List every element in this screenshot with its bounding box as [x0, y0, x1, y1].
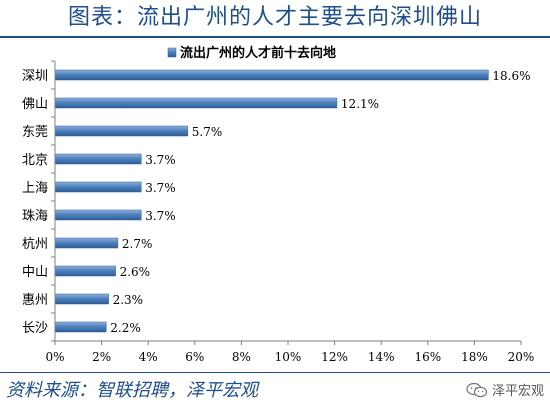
x-tick-label: 4%	[139, 350, 158, 364]
category-label: 东莞	[22, 125, 48, 140]
category-label: 深圳	[22, 69, 48, 84]
legend-label: 流出广州的人才前十去向地	[180, 45, 336, 61]
category-label: 珠海	[22, 209, 48, 224]
x-tick-label: 14%	[368, 350, 395, 364]
watermark-label: 泽平宏观	[491, 384, 544, 399]
data-label: 12.1%	[341, 97, 379, 111]
bar-惠州	[54, 293, 109, 305]
category-label: 杭州	[22, 237, 48, 252]
bar-深圳	[54, 69, 489, 81]
figure-title: 图表：流出广州的人才主要去向深圳佛山	[67, 5, 482, 30]
bar-东莞	[54, 125, 189, 137]
category-label: 惠州	[22, 293, 48, 308]
data-label: 2.2%	[110, 321, 141, 335]
x-tick-label: 12%	[321, 350, 348, 364]
category-label: 长沙	[22, 321, 48, 336]
value-labels: 18.6% 12.1% 5.7% 3.7% 3.7% 3.7% 2.7% 2.6% 2.3% 2.…	[110, 69, 530, 335]
x-tick-label: 18%	[461, 350, 488, 364]
x-tick-label: 8%	[232, 350, 251, 364]
x-tick-label: 6%	[185, 350, 204, 364]
bar-佛山	[54, 97, 338, 109]
title-divider	[0, 36, 550, 38]
category-label: 上海	[22, 181, 48, 196]
legend-swatch	[167, 47, 177, 58]
data-label: 2.3%	[113, 293, 144, 307]
category-label: 佛山	[22, 97, 48, 112]
watermark: 泽平宏观	[466, 380, 544, 399]
wechat-icon	[466, 382, 488, 397]
axis-layer	[51, 60, 522, 345]
data-label: 2.6%	[120, 265, 151, 279]
category-label: 北京	[22, 153, 48, 168]
x-tick-label: 10%	[275, 350, 302, 364]
bar-中山	[54, 265, 116, 277]
x-tick-label: 0%	[45, 350, 64, 364]
footer-divider	[0, 372, 550, 373]
x-tick-label: 16%	[414, 350, 441, 364]
category-label: 中山	[22, 265, 48, 280]
data-label: 5.7%	[192, 125, 223, 139]
source-note: 资料来源：智联招聘，泽平宏观	[6, 380, 258, 401]
data-label: 3.7%	[145, 209, 176, 223]
data-label: 3.7%	[145, 181, 176, 195]
x-tick-label: 2%	[92, 350, 111, 364]
chart-legend: 流出广州的人才前十去向地	[167, 45, 336, 61]
x-tick-label: 20%	[508, 350, 535, 364]
data-label: 3.7%	[145, 153, 176, 167]
data-label: 2.7%	[122, 237, 153, 251]
data-label: 18.6%	[492, 69, 530, 83]
x-tick-labels: 0% 2% 4% 6% 8% 10% 12% 14% 16% 18% 20%	[45, 350, 534, 364]
bar-上海	[54, 181, 142, 193]
bar-北京	[54, 153, 142, 165]
bar-长沙	[54, 321, 107, 333]
bar-珠海	[54, 209, 142, 221]
bar-杭州	[54, 237, 119, 249]
